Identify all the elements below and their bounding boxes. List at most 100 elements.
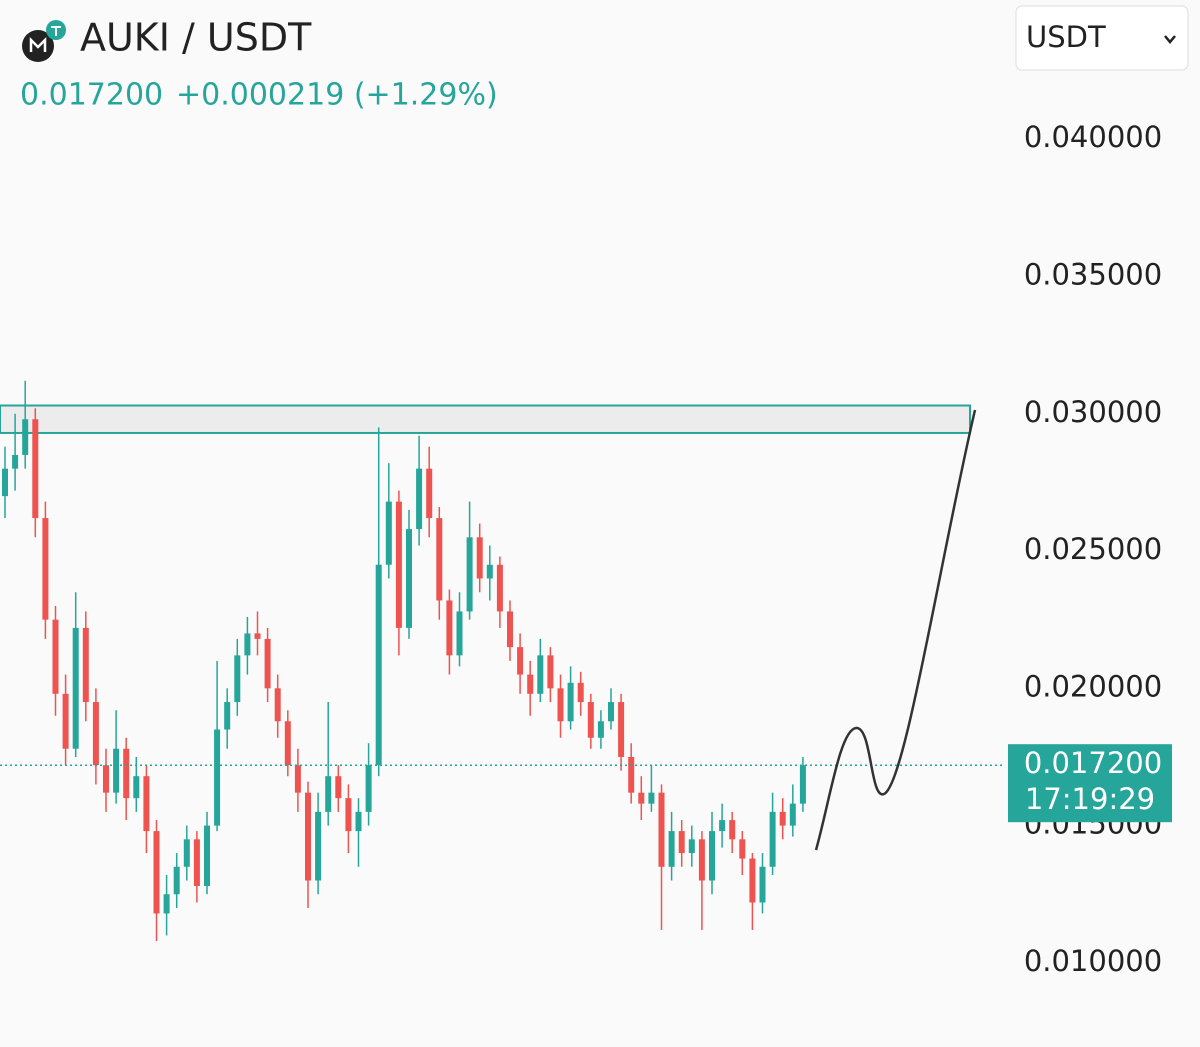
candle-body xyxy=(446,600,453,656)
pair-logo xyxy=(22,20,66,62)
candle-body xyxy=(395,501,402,628)
y-tick-label: 0.025000 xyxy=(1024,532,1162,566)
candle-body xyxy=(274,688,281,722)
candle-body xyxy=(355,811,362,832)
projection-drawing xyxy=(814,409,977,851)
candle-body xyxy=(709,831,715,881)
candle-body xyxy=(416,468,423,530)
candle-body xyxy=(264,638,271,689)
candle-body xyxy=(204,825,210,887)
candle-body xyxy=(406,529,412,628)
candle-body xyxy=(476,537,483,579)
candle-body xyxy=(557,688,564,722)
candle-body xyxy=(587,702,594,738)
candle-body xyxy=(638,792,645,804)
candle-body xyxy=(749,858,756,903)
y-tick-label: 0.040000 xyxy=(1024,120,1162,154)
candle-body xyxy=(345,798,352,832)
candle-body xyxy=(375,564,382,766)
candle-body xyxy=(678,831,685,854)
candle-body xyxy=(163,894,170,914)
last-price: 0.017200 xyxy=(20,78,163,113)
candle-body xyxy=(315,811,322,881)
candle-body xyxy=(214,729,221,826)
candle-body xyxy=(103,765,109,793)
candle-body xyxy=(72,627,79,749)
candle-body xyxy=(496,564,503,612)
dropdown-box[interactable] xyxy=(1015,5,1189,71)
candle-body xyxy=(244,633,251,656)
candle-body xyxy=(284,721,291,766)
candle-body xyxy=(52,619,59,694)
candle-body xyxy=(62,693,69,749)
candle-body xyxy=(628,756,635,793)
candle-body xyxy=(789,803,796,826)
candle-body xyxy=(133,776,140,799)
candle-body xyxy=(517,647,524,675)
dropdown-label[interactable]: USDT xyxy=(1026,20,1106,54)
y-tick-label: 0.030000 xyxy=(1024,395,1162,429)
candle-body xyxy=(305,792,311,881)
plot: 0.0100000.0150000.0200000.0250000.030000… xyxy=(0,120,1172,978)
candle-body xyxy=(608,702,614,722)
candle-body xyxy=(769,811,776,867)
price-change: +0.000219 (+1.29%) xyxy=(176,78,498,113)
pair-title: AUKI / USDT xyxy=(80,16,312,60)
candle-body xyxy=(597,721,604,738)
candle-body xyxy=(688,839,695,854)
candle-body xyxy=(436,518,443,601)
quote-dropdown[interactable]: USDT xyxy=(1015,5,1189,71)
candle-body xyxy=(224,702,231,730)
price-tag-timer: 17:19:29 xyxy=(1025,782,1155,816)
candle-body xyxy=(143,776,150,832)
candle-body xyxy=(325,776,332,812)
candle-body xyxy=(719,820,726,832)
candle-body xyxy=(82,627,89,703)
candle-body xyxy=(486,564,493,579)
candle-body xyxy=(294,765,301,793)
candle-body xyxy=(779,811,786,826)
y-tick-label: 0.010000 xyxy=(1024,944,1162,978)
candle-body xyxy=(668,831,675,867)
candle-body xyxy=(547,655,554,689)
candle-body xyxy=(193,839,200,887)
candle-body xyxy=(12,454,19,469)
candle-body xyxy=(234,655,241,703)
candle-body xyxy=(618,702,625,757)
candle-body xyxy=(335,776,342,799)
candle-body xyxy=(729,820,736,840)
chevron[interactable] xyxy=(1164,35,1176,44)
candle-body xyxy=(123,748,130,799)
candle-body xyxy=(22,419,29,455)
candle-body xyxy=(385,501,392,565)
price-tag xyxy=(1008,744,1172,823)
candle-body xyxy=(365,765,372,812)
candle-body xyxy=(577,682,584,703)
candle-body xyxy=(567,682,574,722)
candle-body xyxy=(183,839,190,867)
candle-body xyxy=(537,655,544,694)
candle-body xyxy=(527,674,534,694)
candle-body xyxy=(648,792,655,804)
candle-body xyxy=(2,468,8,497)
candle-body xyxy=(698,839,705,881)
candle-body xyxy=(254,633,261,639)
candle-body xyxy=(92,702,99,766)
candle-body xyxy=(466,537,473,612)
candle-body xyxy=(658,792,665,867)
candle-body xyxy=(507,611,513,648)
y-tick-label: 0.035000 xyxy=(1024,257,1162,291)
candle-body xyxy=(759,866,766,903)
candle-body xyxy=(32,419,39,519)
candle-body xyxy=(799,765,806,804)
candle-body xyxy=(42,518,49,620)
resistance-zone xyxy=(0,404,971,434)
candle-body xyxy=(456,611,463,656)
candle-body xyxy=(426,468,433,519)
candle-body xyxy=(739,839,746,859)
price-tag-value: 0.017200 xyxy=(1024,746,1162,780)
y-tick-label: 0.020000 xyxy=(1024,669,1162,703)
candle-body xyxy=(173,866,180,895)
